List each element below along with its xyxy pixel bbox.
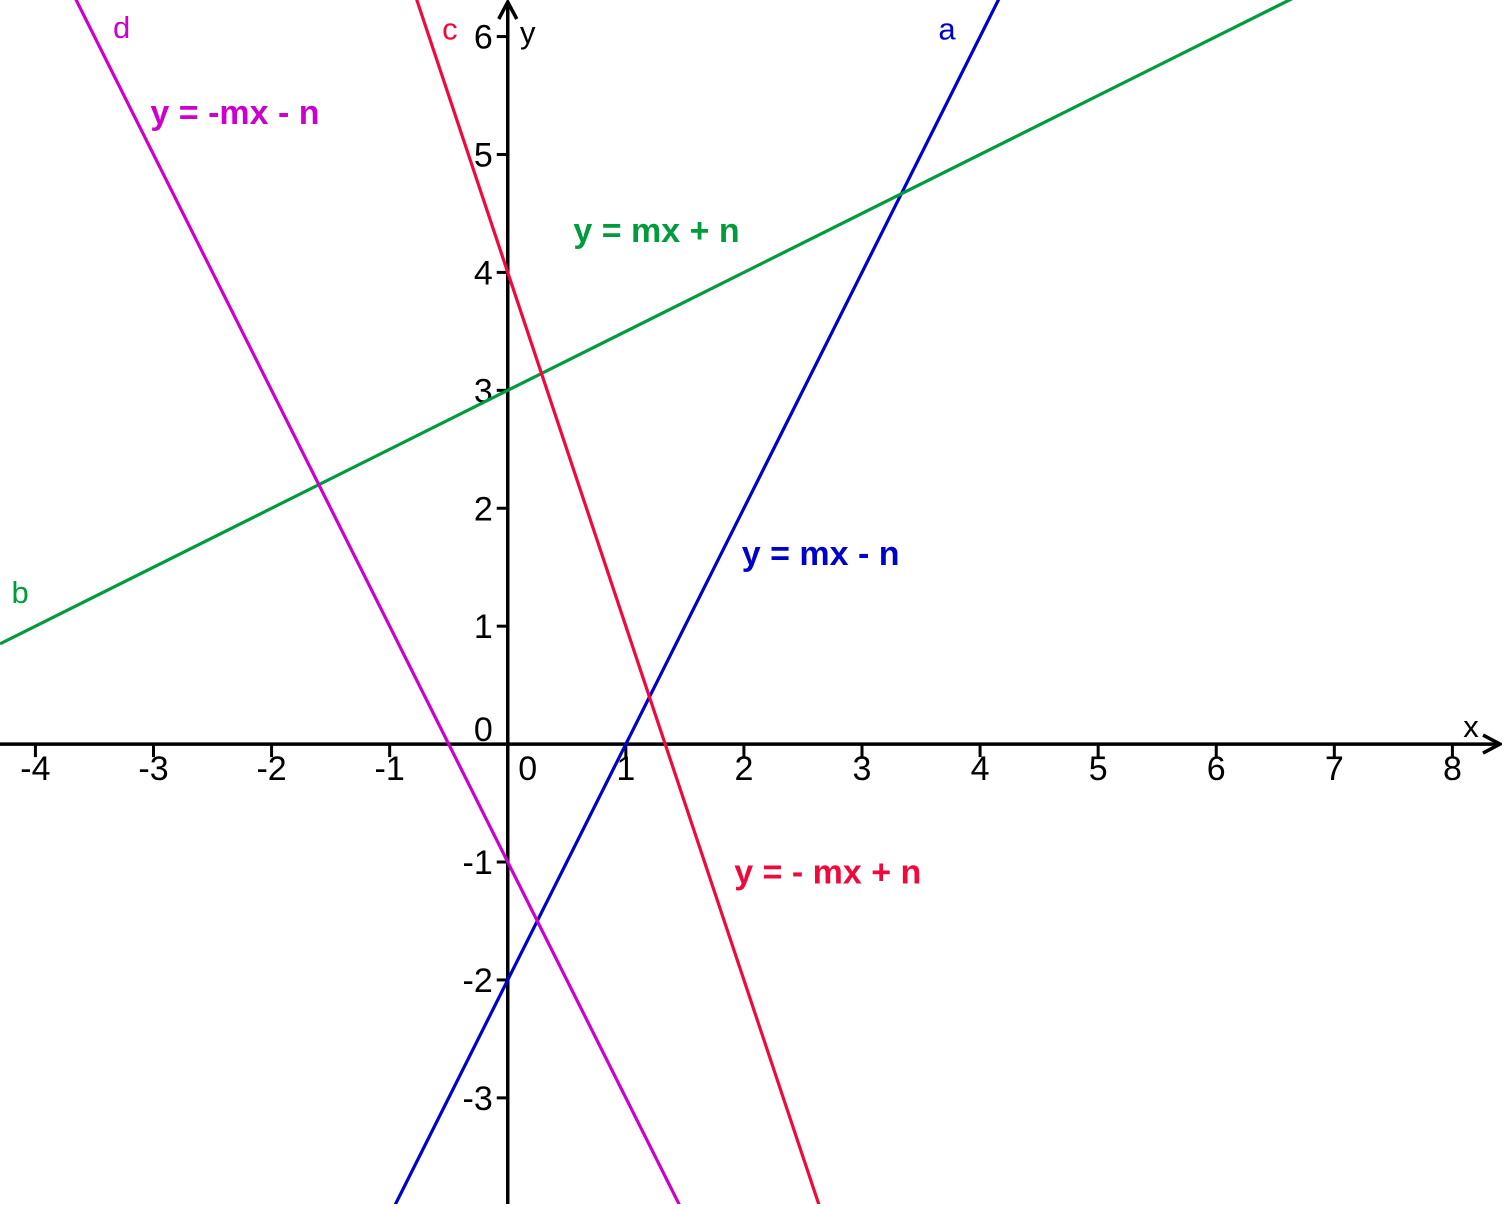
y-tick-label: 5: [474, 136, 493, 174]
x-axis-arrow-icon: [1482, 733, 1502, 755]
y-tick-label: 4: [474, 254, 493, 292]
x-zero-label: 0: [518, 750, 537, 788]
line-d-equation-label: y = -mx - n: [150, 94, 319, 132]
line-d-letter-label: d: [113, 10, 130, 45]
line-c-letter-label: c: [442, 11, 458, 46]
line-b-equation-label: y = mx + n: [573, 212, 739, 250]
x-tick-label: -4: [20, 750, 50, 788]
x-axis-label: x: [1463, 709, 1479, 744]
x-tick-label: 4: [971, 750, 990, 788]
x-tick-label: 5: [1089, 750, 1108, 788]
line-b-letter-label: b: [11, 575, 28, 610]
y-tick-label: -2: [463, 962, 493, 1000]
x-tick-label: 8: [1443, 750, 1462, 788]
x-tick-label: -2: [256, 750, 286, 788]
x-tick-label: 6: [1207, 750, 1226, 788]
line-a-equation-label: y = mx - n: [742, 535, 900, 573]
y-tick-label: -3: [463, 1080, 493, 1118]
y-zero-label: 0: [474, 711, 493, 749]
y-tick-label: 2: [474, 490, 493, 528]
y-tick-label: 1: [474, 608, 493, 646]
y-axis-arrow-icon: [497, 0, 519, 20]
line-a-letter-label: a: [938, 11, 956, 46]
x-tick-label: 1: [616, 750, 635, 788]
x-tick-label: -3: [138, 750, 168, 788]
line-b: [0, 0, 1294, 646]
x-tick-label: -1: [375, 750, 405, 788]
x-tick-label: 2: [734, 750, 753, 788]
y-axis-label: y: [520, 15, 536, 50]
x-tick-label: 3: [853, 750, 872, 788]
y-tick-label: 6: [474, 19, 493, 57]
x-tick-label: 7: [1325, 750, 1344, 788]
y-tick-label: -1: [463, 844, 493, 882]
line-c-equation-label: y = - mx + n: [734, 853, 921, 891]
